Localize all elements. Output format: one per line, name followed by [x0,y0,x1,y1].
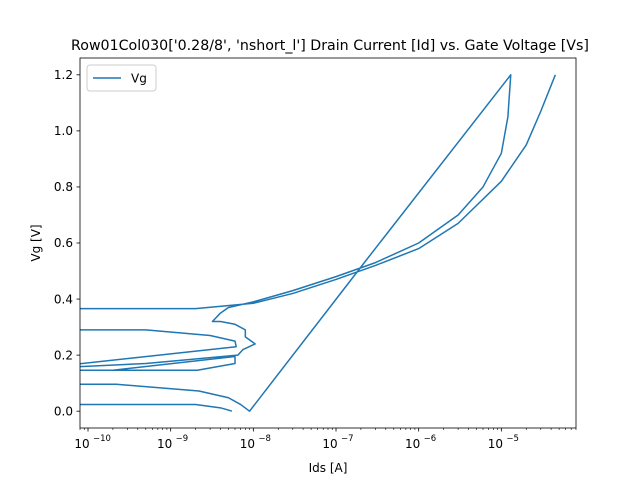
x-axis-label: Ids [A] [309,461,348,475]
x-tick-label: 10 [240,437,255,451]
x-tick-exponent: −8 [258,434,271,444]
y-tick-label: 1.0 [54,124,73,138]
series-layer [80,74,557,412]
x-tick-label: 10 [322,437,337,451]
x-tick-label: 10 [488,437,503,451]
x-tick-label: 10 [74,437,89,451]
y-tick-label: 0.0 [54,404,73,418]
y-tick-label: 0.8 [54,180,73,194]
chart-title: Row01Col030['0.28/8', 'nshort_l'] Drain … [71,38,589,54]
y-tick-label: 0.6 [54,236,73,250]
x-tick-exponent: −5 [506,434,519,444]
x-tick-label: 10 [157,437,172,451]
y-tick-label: 1.2 [54,68,73,82]
x-tick-exponent: −6 [424,434,437,444]
y-tick-label: 0.2 [54,348,73,362]
y-tick-label: 0.4 [54,292,73,306]
x-tick-label: 10 [405,437,420,451]
y-axis-label: Vg [V] [29,224,43,261]
x-tick-exponent: −9 [176,434,189,444]
series-line-0 [80,74,557,412]
legend-label: Vg [131,72,147,86]
legend-frame [86,64,157,92]
x-tick-exponent: −7 [341,434,354,444]
x-axis: 10 −10 10 −9 10 −8 10 −7 10 −6 10 −5 [74,428,577,451]
legend: Vg [86,64,157,92]
x-tick-exponent: −10 [93,434,111,444]
y-axis: 0.0 0.2 0.4 0.6 0.8 1.0 1.2 [54,68,80,418]
